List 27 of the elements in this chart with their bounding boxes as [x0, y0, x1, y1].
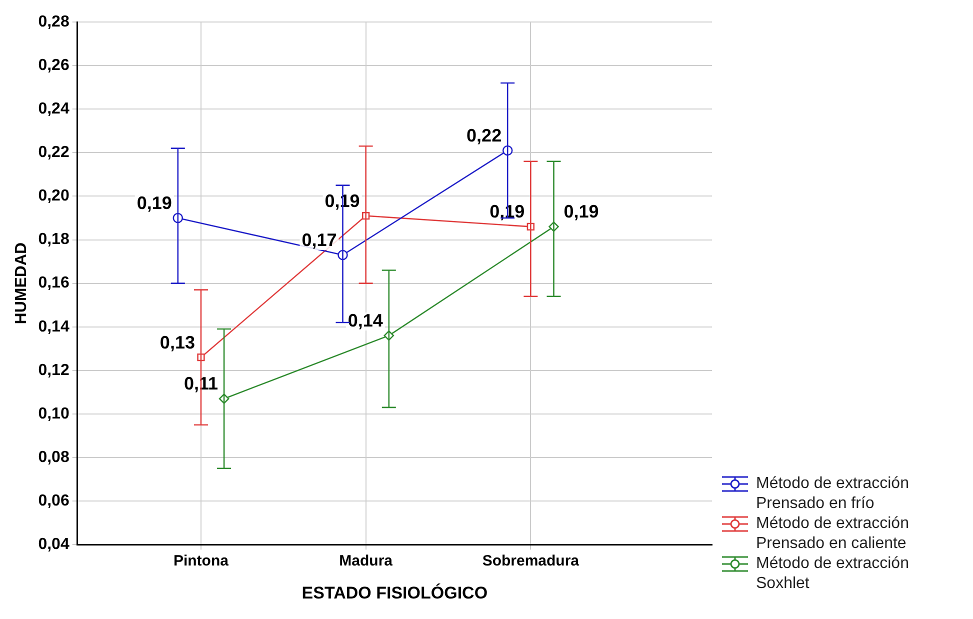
y-tick-label: 0,06 [38, 492, 70, 510]
y-tick-label: 0,10 [38, 405, 70, 422]
x-tick-label: Madura [339, 552, 394, 570]
data-label: 0,13 [160, 332, 195, 352]
data-label: 0,19 [564, 202, 599, 222]
data-label: 0,17 [302, 230, 337, 250]
y-tick-label: 0,16 [38, 274, 70, 292]
y-tick-label: 0,12 [38, 362, 70, 379]
legend-label: Método de extracción Prensado en frío [756, 474, 910, 514]
y-tick-label: 0,04 [38, 536, 70, 554]
x-axis-title: ESTADO FISIOLÓGICO [302, 582, 488, 602]
y-tick-label: 0,14 [38, 318, 70, 336]
y-tick-label: 0,18 [38, 231, 70, 248]
y-axis-title: HUMEDAD [13, 242, 30, 324]
y-tick-label: 0,20 [38, 188, 70, 205]
y-tick-label: 0,28 [38, 13, 70, 30]
legend-label: Método de extracción Prensado en caliente [756, 514, 910, 554]
data-label: 0,19 [136, 192, 172, 213]
data-label: 0,14 [348, 310, 383, 331]
legend-label: Método de extracción Soxhlet [756, 554, 910, 594]
y-tick-label: 0,22 [38, 144, 70, 162]
data-label: 0,22 [466, 125, 502, 146]
y-tick-label: 0,08 [38, 448, 70, 466]
y-tick-label: 0,26 [38, 56, 70, 74]
x-tick-label: Sobremadura [482, 552, 580, 570]
x-tick-label: Pintona [173, 552, 230, 570]
y-tick-label: 0,24 [38, 100, 70, 118]
